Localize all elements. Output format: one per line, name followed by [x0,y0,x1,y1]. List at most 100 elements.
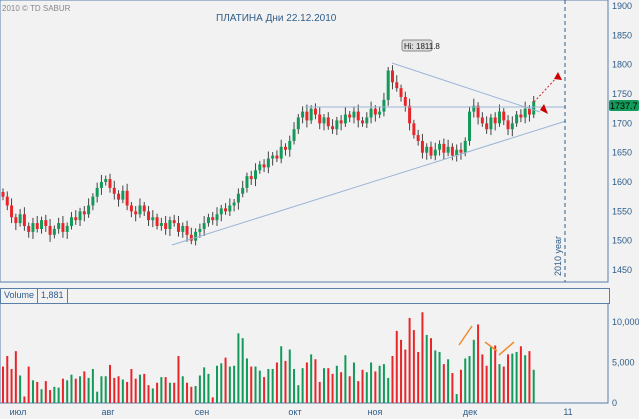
candle-body [292,129,296,141]
candle-body [241,187,245,194]
candle-body [343,114,347,124]
candle-body [463,140,467,153]
volume-bar [365,372,368,403]
candle-body [296,117,300,130]
candle-body [206,217,210,224]
candle-body [416,135,420,141]
candle-body [245,176,249,188]
volume-bar [502,366,505,403]
volume-bar [91,368,94,403]
volume-bar [344,355,347,403]
candle-body [506,120,510,130]
last-price-badge [609,100,639,111]
candle-body [373,108,377,115]
candle-body [352,111,356,118]
price-tick-label: 1850 [612,30,632,40]
candle-body [104,179,108,183]
volume-bar [382,364,385,403]
candle-body [87,205,91,215]
volume-bar [494,345,497,403]
volume-bar [130,368,133,403]
volume-bar [83,371,86,403]
candle-body [279,146,283,159]
volume-bar [442,364,445,403]
volume-bar [263,377,266,403]
candle-body [254,170,258,180]
candle-body [134,211,138,215]
volume-tick-label: 0 [612,398,617,408]
volume-bar [117,376,120,403]
volume-bar [468,356,471,403]
volume-bar [305,362,308,403]
high-label: Hi: 1811.8 [404,42,440,51]
volume-bar [2,366,4,403]
candle-body [326,117,330,127]
volume-bar [498,364,501,403]
candle-body [31,223,35,232]
candle-body [485,123,489,130]
candle-body [442,143,446,153]
volume-bar [220,363,223,403]
price-tick-label: 1600 [612,177,632,187]
candle-body [288,140,292,150]
candle-body [164,223,168,229]
candle-body [399,88,403,97]
volume-bar [400,339,403,403]
candle-body [211,217,215,221]
volume-bar [288,349,291,403]
candle-body [390,70,394,83]
volume-bar [464,358,467,403]
candle-body [138,205,142,215]
candle-body [309,108,313,121]
candle-body [369,108,373,118]
candle-body [202,223,206,229]
volume-bar [228,366,231,403]
candle-body [181,226,185,232]
candle-body [446,146,450,153]
volume-bar [245,358,248,403]
candle-body [61,223,65,232]
volume-bar [241,338,244,403]
volume-bar [267,368,270,403]
month-tick-label: дек [463,407,477,417]
candle-body [95,187,99,197]
volume-bar [412,330,415,403]
volume-bar [477,324,480,403]
candle-body [159,223,163,227]
candle-body [497,111,501,124]
candle-body [35,223,39,229]
volume-bar [318,381,321,403]
candle-body [339,120,343,124]
volume-bar [27,366,30,403]
candle-body [147,211,151,221]
volume-bar [198,375,201,403]
candle-body [91,196,95,206]
volume-bar [357,381,360,403]
candle-body [378,111,382,115]
candle-body [10,205,14,218]
volume-bar [164,377,167,403]
volume-bar [177,356,180,403]
candle-body [40,220,44,229]
arrow-head-icon [554,72,562,80]
volume-bar [14,351,17,403]
volume-bar [173,382,176,403]
month-tick-label: сен [195,407,210,417]
month-tick-label: ноя [368,407,383,417]
candle-body [459,149,463,153]
candle-body [420,140,424,153]
volume-bar [31,380,34,403]
candle-body [121,190,125,200]
volume-bar [489,347,492,403]
volume-bar [250,366,253,403]
candle-body [438,143,442,150]
volume-bar [74,378,77,403]
volume-bar [53,386,56,403]
candle-body [335,120,339,130]
volume-tick-label: 10,000 [612,317,639,327]
candle-body [275,155,279,159]
candle-body [266,158,270,168]
volume-bar [314,359,317,403]
volume-bar [481,354,484,403]
